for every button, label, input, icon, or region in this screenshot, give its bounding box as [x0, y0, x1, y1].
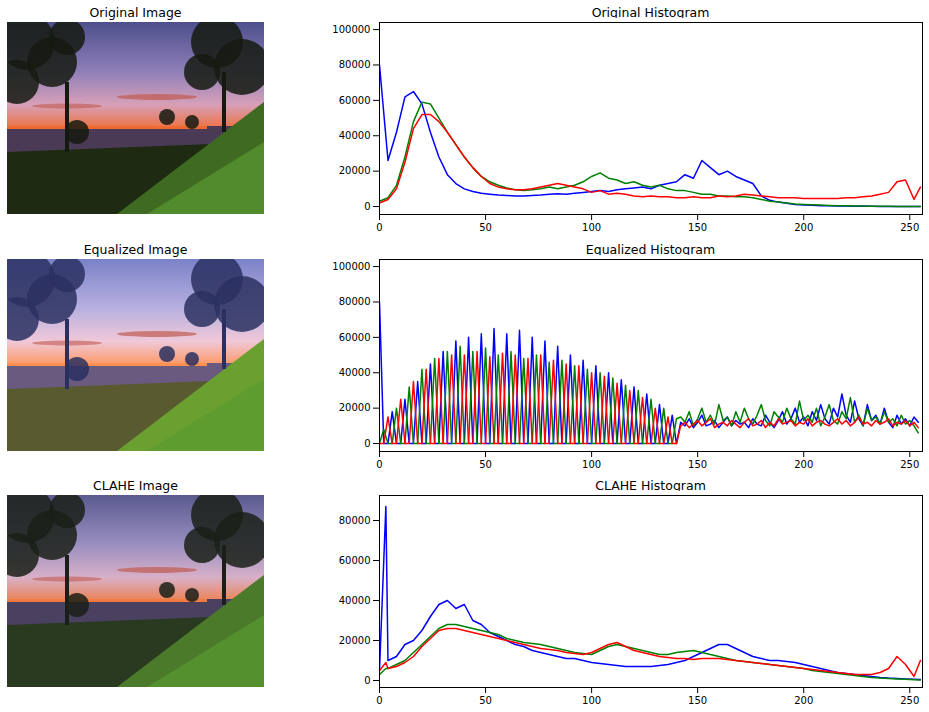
svg-text:50: 50 — [479, 222, 492, 233]
svg-text:0: 0 — [376, 695, 382, 706]
svg-text:50: 50 — [479, 695, 492, 706]
svg-text:20000: 20000 — [339, 402, 371, 413]
svg-text:50: 50 — [479, 459, 492, 470]
svg-text:0: 0 — [364, 675, 370, 686]
svg-text:0: 0 — [376, 222, 382, 233]
svg-text:150: 150 — [688, 459, 707, 470]
svg-text:200: 200 — [794, 459, 813, 470]
html-text:Original Image: Original Image — [89, 5, 182, 20]
svg-text:80000: 80000 — [339, 515, 371, 526]
svg-text:60000: 60000 — [339, 555, 371, 566]
svg-text:250: 250 — [900, 695, 919, 706]
html-text:CLAHE Image: CLAHE Image — [93, 478, 178, 493]
svg-text:200: 200 — [794, 695, 813, 706]
svg-text:40000: 40000 — [339, 595, 371, 606]
svg-text:100: 100 — [582, 695, 601, 706]
svg-text:80000: 80000 — [339, 59, 371, 70]
svg-text:80000: 80000 — [339, 296, 371, 307]
svg-text:40000: 40000 — [339, 367, 371, 378]
svg-text:100000: 100000 — [332, 24, 370, 35]
svg-text:40000: 40000 — [339, 130, 371, 141]
svg-text:100: 100 — [582, 459, 601, 470]
svg-text:150: 150 — [688, 695, 707, 706]
html-text:CLAHE Histogram: CLAHE Histogram — [595, 478, 706, 493]
svg-text:150: 150 — [688, 222, 707, 233]
svg-text:200: 200 — [794, 222, 813, 233]
svg-text:60000: 60000 — [339, 332, 371, 343]
html-text:Original Histogram: Original Histogram — [591, 5, 710, 20]
svg-text:250: 250 — [900, 459, 919, 470]
svg-text:250: 250 — [900, 222, 919, 233]
svg-text:20000: 20000 — [339, 165, 371, 176]
svg-text:20000: 20000 — [339, 635, 371, 646]
html-text:Equalized Histogram: Equalized Histogram — [585, 242, 716, 257]
svg-text:0: 0 — [376, 459, 382, 470]
svg-text:100000: 100000 — [332, 261, 370, 272]
svg-text:100: 100 — [582, 222, 601, 233]
svg-text:0: 0 — [364, 201, 370, 212]
svg-text:60000: 60000 — [339, 95, 371, 106]
html-text:Equalized Image: Equalized Image — [83, 242, 188, 257]
svg-text:0: 0 — [364, 438, 370, 449]
